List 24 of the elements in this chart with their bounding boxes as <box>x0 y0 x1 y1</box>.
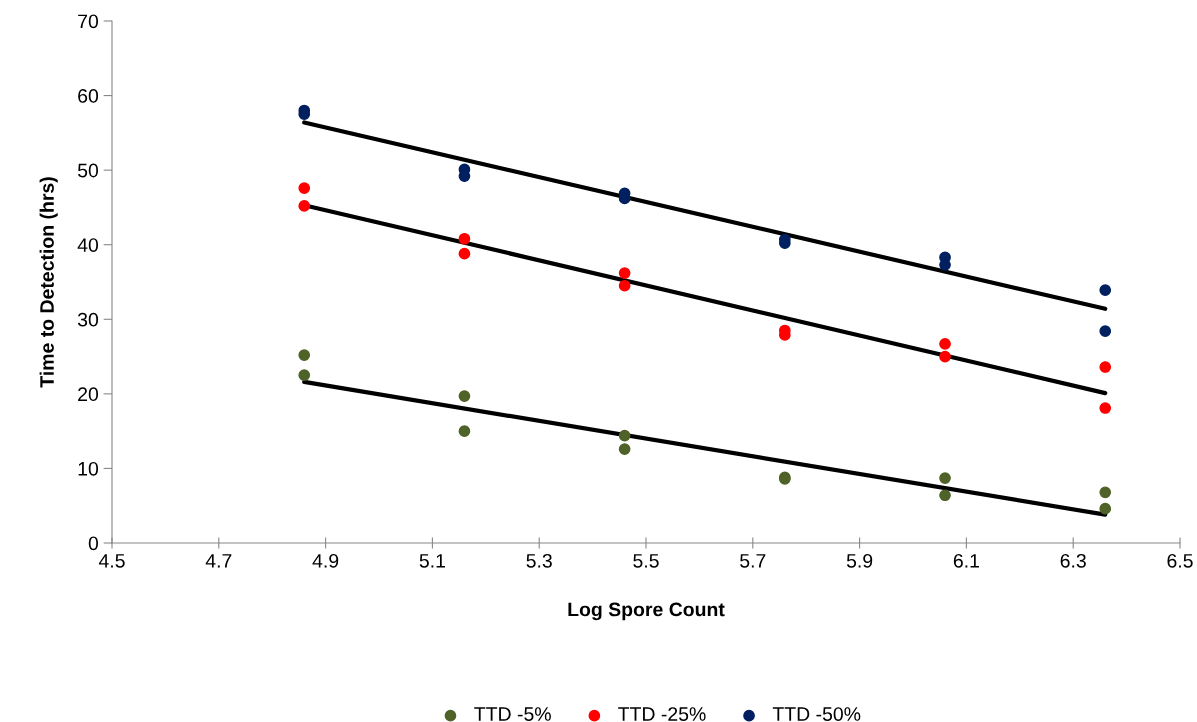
x-tick-label: 5.9 <box>846 553 873 568</box>
x-tick-label: 5.3 <box>526 553 552 568</box>
y-tick-label: 50 <box>77 163 99 178</box>
y-tick-label: 70 <box>78 14 99 29</box>
y-tick-label: 30 <box>77 312 99 327</box>
x-tick-label: 4.5 <box>98 554 125 568</box>
x-tick-label: 5.7 <box>740 554 766 568</box>
x-tick-label: 4.9 <box>312 553 339 568</box>
y-tick-label: 0 <box>88 536 99 551</box>
legend-label: TTD -50% <box>772 707 861 721</box>
legend-label: TTD -5% <box>474 707 551 721</box>
x-tick-label: 5.5 <box>633 554 659 568</box>
y-tick-label: 10 <box>78 461 99 476</box>
x-axis-title: Log Spore Count <box>568 602 725 621</box>
x-tick-label: 4.7 <box>205 554 232 568</box>
x-tick-label: 5.1 <box>419 554 445 568</box>
y-tick-label: 40 <box>77 238 99 252</box>
x-tick-label: 6.1 <box>953 553 979 568</box>
y-tick-label: 20 <box>78 387 99 402</box>
y-axis-title: Time to Detection (hrs) <box>39 177 58 388</box>
x-tick-label: 6.3 <box>1060 553 1086 568</box>
legend-label: TTD -25% <box>618 707 706 721</box>
x-tick-label: 6.5 <box>1167 553 1193 568</box>
y-tick-label: 60 <box>78 89 99 103</box>
